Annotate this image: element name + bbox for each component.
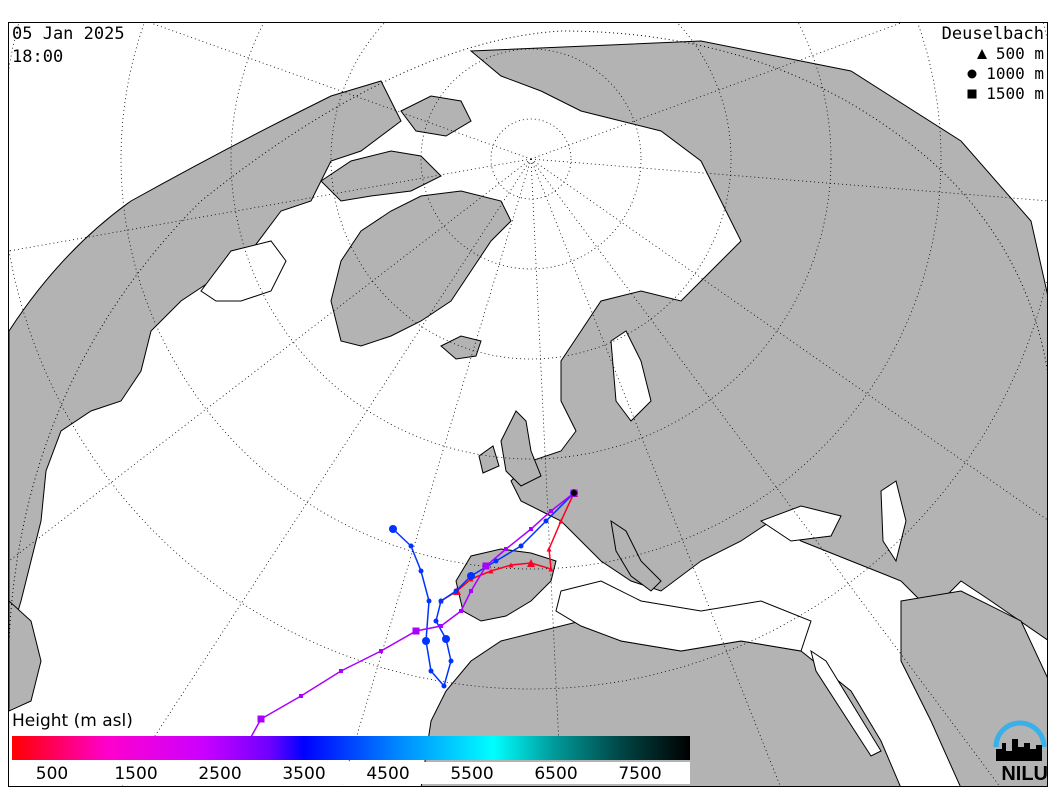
trajectory-1500m-marker <box>339 669 343 673</box>
north-america-landmass <box>9 80 402 642</box>
iceland-landmass <box>440 335 482 360</box>
colorbar-tick: 2500 <box>198 764 242 784</box>
nilu-logo <box>990 713 1050 788</box>
caspian-sea <box>880 480 907 563</box>
colorbar-tick: 6500 <box>534 764 578 784</box>
trajectory-1500m-marker <box>439 624 443 628</box>
trajectory-1000m-marker <box>543 518 549 524</box>
trajectory-1000m-marker <box>493 558 499 564</box>
trajectory-1500m-marker <box>469 589 473 593</box>
eurasia-landmass <box>469 40 1047 641</box>
trajectory-map[interactable] <box>9 23 1048 787</box>
trajectory-1500m-marker <box>549 509 553 513</box>
trajectory-500m-marker <box>546 546 552 552</box>
legend-label: 1500 m <box>986 84 1044 103</box>
colorbar-title: Height (m asl) <box>12 711 133 731</box>
trajectory-1000m-marker <box>448 658 454 664</box>
legend-item-500: 500 m <box>976 44 1044 64</box>
trajectory-1500m-marker <box>412 627 420 635</box>
trajectory-1000m-marker <box>389 525 397 533</box>
trajectory-1500m-marker <box>379 649 383 653</box>
trajectory-500m-marker <box>508 562 514 568</box>
colorbar-tick: 500 <box>35 764 69 784</box>
globe-limb <box>9 30 1047 642</box>
trajectory-1000m-marker <box>442 635 450 643</box>
trajectory-1500m-marker <box>257 715 265 723</box>
trajectory-1000m-marker <box>441 683 447 689</box>
land-masses <box>9 40 1047 786</box>
height-colorbar <box>12 736 690 760</box>
nilu-logo-text: NILU <box>1001 763 1048 785</box>
italy-landmass <box>610 519 662 592</box>
great-britain-landmass <box>500 410 542 487</box>
trajectory-500m <box>440 492 575 602</box>
date-label: 05 Jan 2025 <box>12 24 125 44</box>
trajectory-1000m-marker <box>438 598 444 604</box>
trajectory-1000m-marker <box>422 637 430 645</box>
legend-label: 500 m <box>995 44 1044 63</box>
trajectory-1500m <box>245 492 575 747</box>
colorbar-tick: 5500 <box>450 764 494 784</box>
trajectory-1000m-marker <box>518 543 524 549</box>
trajectory-1500m-marker <box>504 547 508 551</box>
trajectory-1500m-marker <box>459 609 463 613</box>
trajectory-500m-marker <box>488 568 494 574</box>
trajectories <box>244 489 578 748</box>
trajectory-1000m-marker <box>428 668 434 674</box>
trajectory-500m-marker <box>558 518 564 524</box>
legend-item-1500: 1500 m <box>966 84 1044 104</box>
inland-seas <box>555 480 907 757</box>
trajectory-500m-marker <box>548 566 554 572</box>
trajectory-1000m-marker <box>467 572 475 580</box>
nilu-logo-icon <box>993 720 1047 761</box>
station-marker <box>571 490 577 496</box>
trajectory-1000m-marker <box>433 618 439 624</box>
arabia-landmass <box>900 590 1047 786</box>
trajectory-1000m-marker <box>426 598 432 604</box>
graticule <box>9 23 1047 786</box>
greenland-landmass <box>330 190 512 347</box>
trajectory-1500m-marker <box>482 562 490 570</box>
trajectory-1000m-marker <box>453 588 459 594</box>
mediterranean-sea <box>555 580 812 652</box>
legend-item-1000: 1000 m <box>966 64 1044 84</box>
black-sea <box>759 505 842 542</box>
station-name: Deuselbach <box>941 24 1044 44</box>
map-frame <box>8 22 1048 787</box>
trajectory-1000m-marker <box>418 568 424 574</box>
circle-icon <box>966 69 978 79</box>
trajectory-1500m-marker <box>529 527 533 531</box>
trajectory-1500m-marker <box>299 694 303 698</box>
colorbar-tick: 4500 <box>366 764 410 784</box>
colorbar-tick: 3500 <box>282 764 326 784</box>
red-sea <box>810 649 882 757</box>
time-label: 18:00 <box>12 47 64 67</box>
trajectory-1000m-marker <box>408 543 414 549</box>
iberia-landmass <box>455 548 557 622</box>
square-icon <box>966 89 978 99</box>
triangle-icon <box>976 49 988 59</box>
colorbar-tick: 7500 <box>618 764 662 784</box>
colorbar-tick: 1500 <box>114 764 158 784</box>
legend-label: 1000 m <box>986 64 1044 83</box>
colorbar-ticks: 500 1500 2500 3500 4500 5500 6500 7500 <box>12 762 690 784</box>
trajectory-500m-marker <box>527 559 535 567</box>
